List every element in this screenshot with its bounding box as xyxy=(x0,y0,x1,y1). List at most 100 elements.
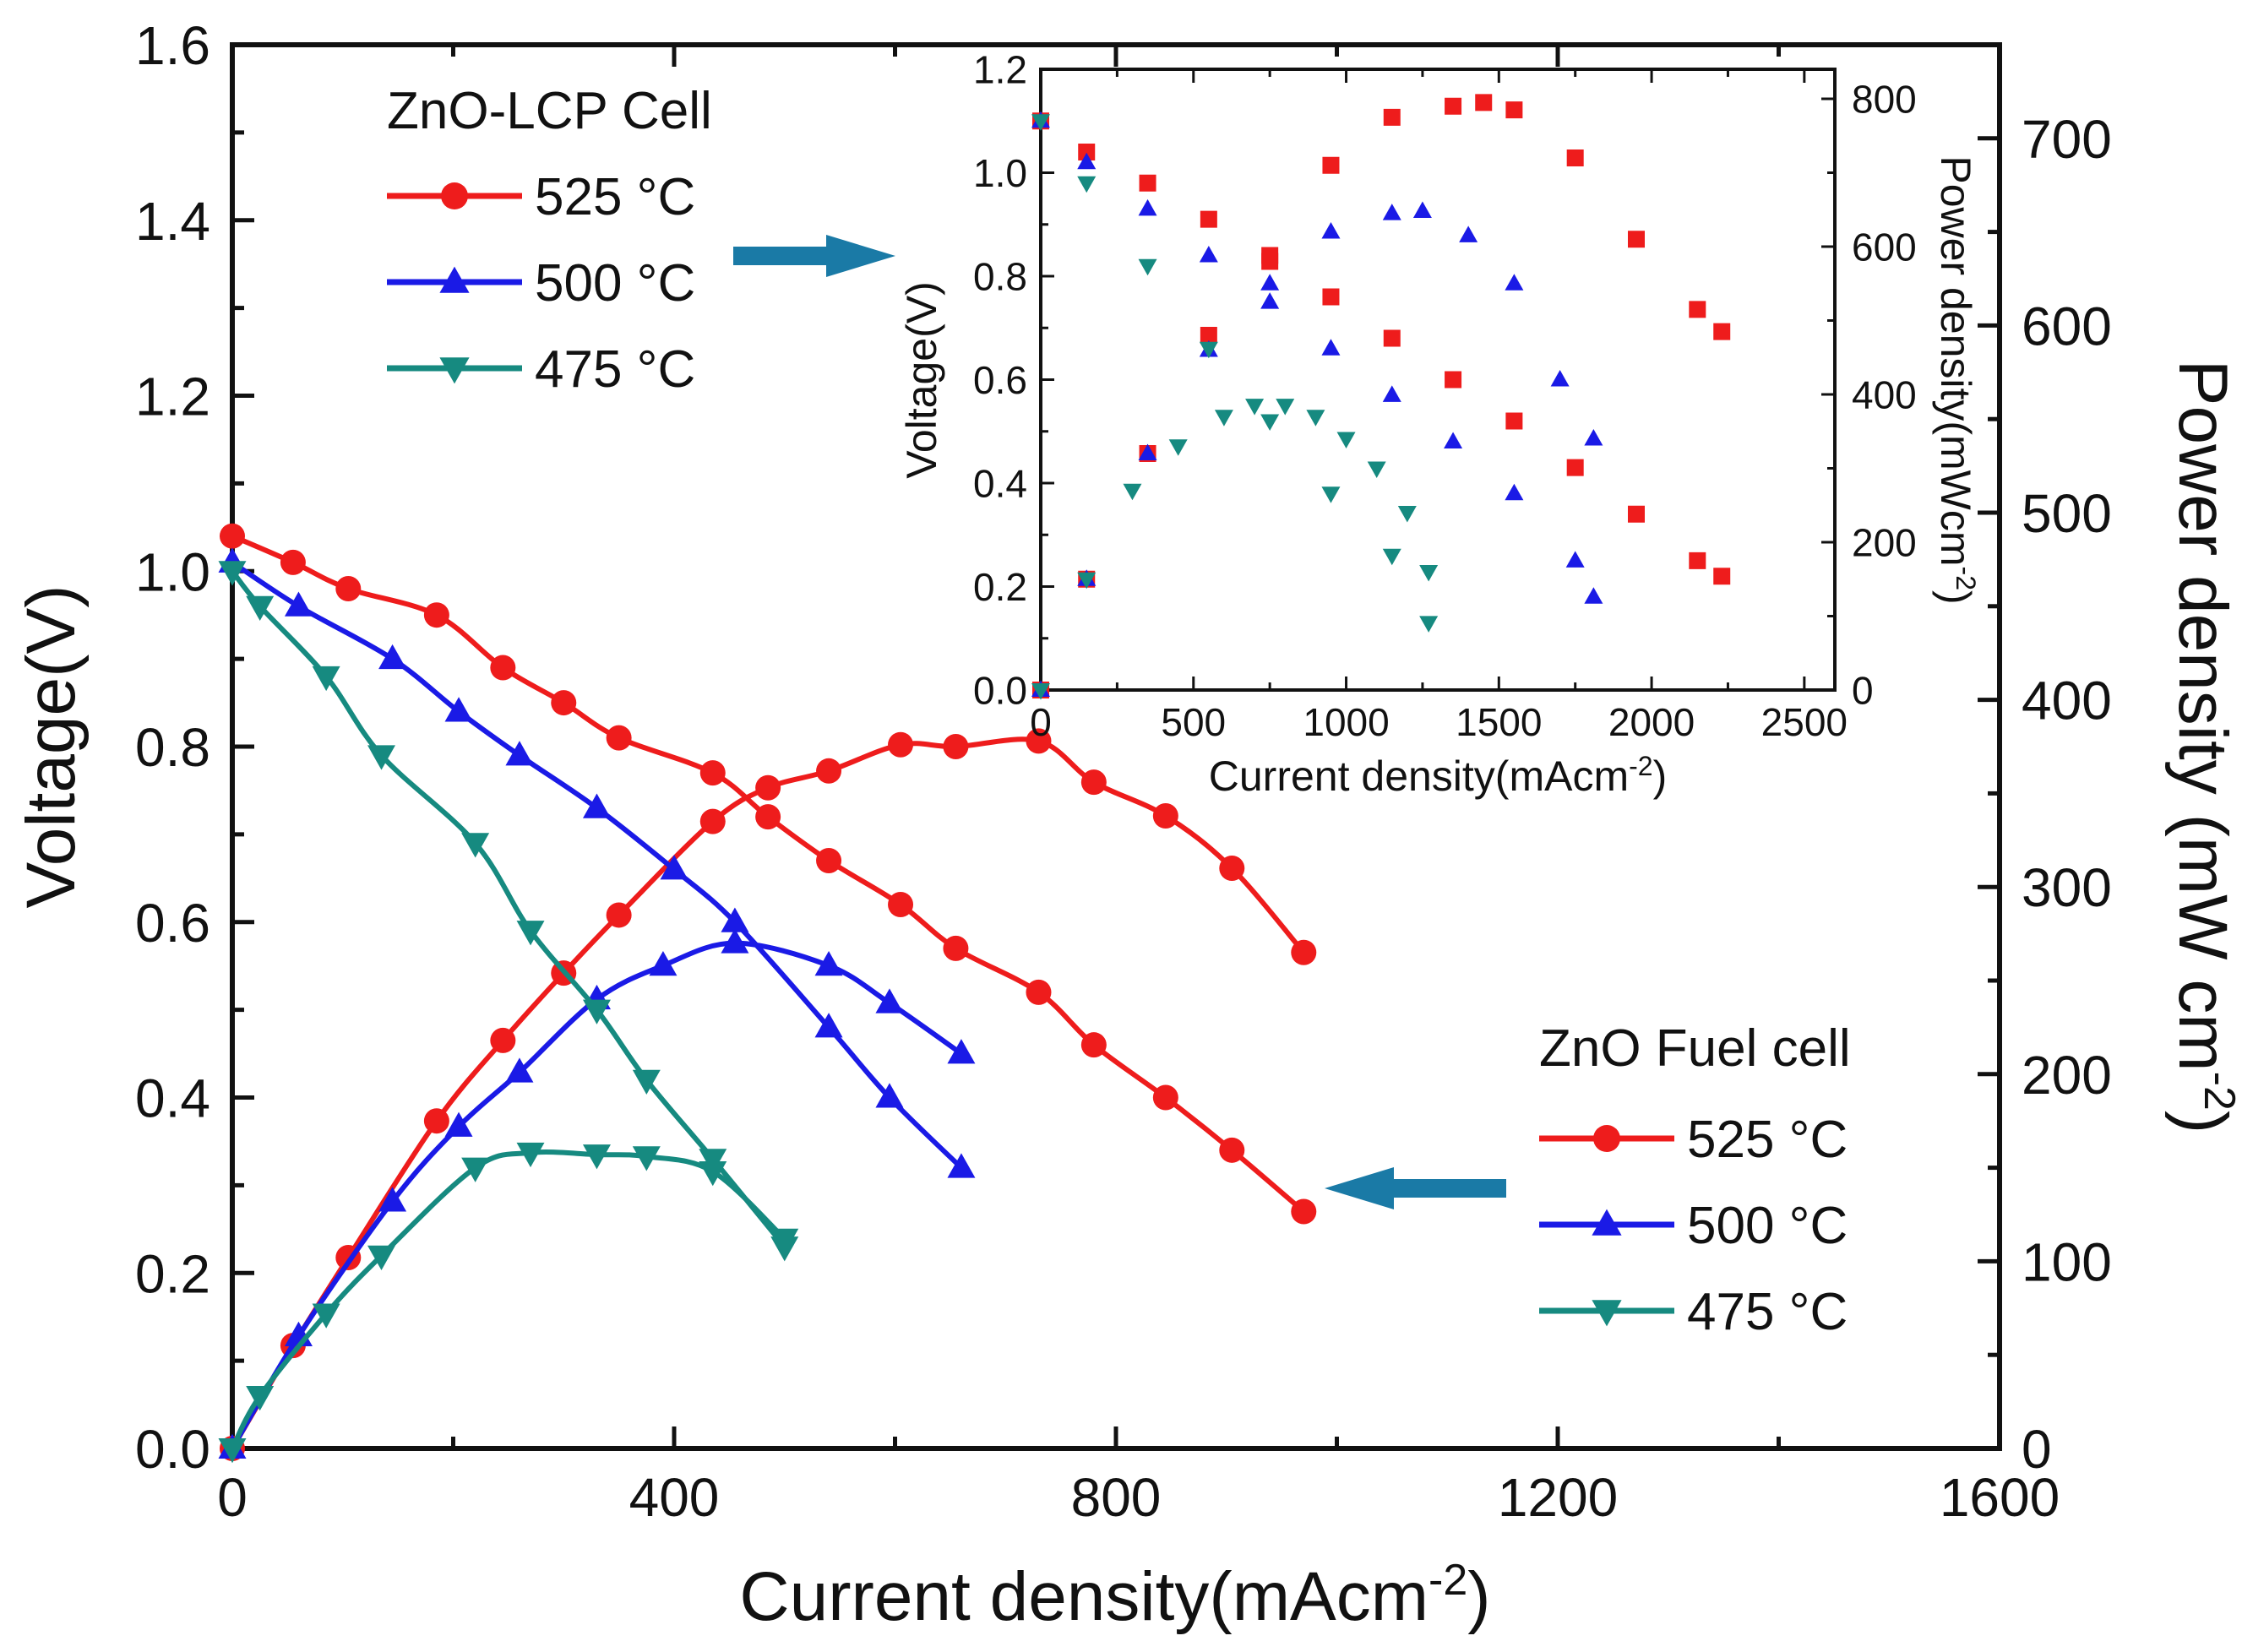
main-series-3-point xyxy=(649,951,678,976)
inset-series-2-point xyxy=(1444,432,1463,448)
inset-series-4-point xyxy=(1382,548,1401,566)
main-y2tick-label: 700 xyxy=(2022,109,2112,170)
inset-series-5-point xyxy=(1306,410,1325,427)
main-y2label-end: ) xyxy=(2164,1111,2241,1133)
main-xtick-label: 800 xyxy=(1071,1467,1162,1528)
inset-series-3-point xyxy=(1412,201,1432,218)
main-series-0-point xyxy=(220,523,245,549)
main-xtick-label: 400 xyxy=(629,1467,720,1528)
inset-series-4-point xyxy=(1260,414,1280,431)
inset-series-2-point xyxy=(1584,587,1603,604)
inset-series-2-point xyxy=(1199,246,1218,263)
main-series-5-point xyxy=(770,1228,799,1254)
inset-series-3-point xyxy=(1550,370,1570,387)
inset-legend-label-0: 525 °C xyxy=(535,168,695,226)
main-y2tick-label: 100 xyxy=(2022,1231,2112,1292)
inset-y2tick-label: 600 xyxy=(1852,226,1917,269)
main-legend-label-1: 500 °C xyxy=(1687,1197,1848,1255)
main-series-1-point xyxy=(1291,939,1317,965)
main-series-1-point xyxy=(1219,856,1245,882)
inset-series-0-point xyxy=(1689,552,1706,569)
inset-legend-marker-0 xyxy=(441,182,468,209)
inset-xlabel: Current density(mAcm-2) xyxy=(1209,751,1667,800)
inset-series-0-point xyxy=(1713,568,1731,585)
inset-series-3-point xyxy=(1260,274,1280,291)
inset-series-4-point xyxy=(1199,341,1218,359)
main-series-0-point xyxy=(1291,1198,1317,1225)
inset-series-4-point xyxy=(1321,486,1341,503)
inset-xtick-label: 500 xyxy=(1161,700,1226,744)
inset-series-3-point xyxy=(1138,443,1157,460)
main-ytick-label: 1.0 xyxy=(135,541,210,602)
main-series-0-point xyxy=(1152,1084,1178,1111)
inset-series-1-point xyxy=(1261,253,1279,270)
inset-legend-marker-2 xyxy=(439,357,470,384)
main-legend-marker-1 xyxy=(1592,1209,1622,1236)
inset-legend-label-2: 475 °C xyxy=(535,340,695,399)
main-series-line-4 xyxy=(230,568,787,1250)
main-series-3-point xyxy=(505,1057,534,1083)
inset-ylabel: Voltage(V) xyxy=(898,281,945,478)
main-series-2-point xyxy=(721,907,749,932)
main-series-3-point xyxy=(947,1039,976,1064)
main-y2tick-label: 200 xyxy=(2022,1045,2112,1106)
inset-series-0-point xyxy=(1200,210,1217,228)
main-series-0-point xyxy=(280,549,306,575)
arrow-to-main-curve-shaft xyxy=(1394,1179,1506,1198)
inset-series-1-point xyxy=(1322,156,1340,174)
inset-series-5-point xyxy=(1031,683,1050,700)
main-series-line-3 xyxy=(230,940,964,1451)
main-series-0-point xyxy=(1080,1032,1107,1058)
inset-series-2-point xyxy=(1260,292,1280,309)
main-y2tick-label: 0 xyxy=(2022,1419,2052,1480)
main-series-4-point xyxy=(461,833,490,858)
inset-axis-ticks: 0 500 1000 1500 2000 25000.00.20.40.60.81.01.… xyxy=(973,48,1917,744)
main-legend-label-2: 475 °C xyxy=(1687,1283,1848,1341)
main-xtick-label: 1200 xyxy=(1498,1467,1618,1528)
main-series-1-point xyxy=(1080,769,1107,796)
main-series-4-point xyxy=(699,1149,727,1174)
main-series-5-point xyxy=(632,1146,661,1171)
main-series-4-point xyxy=(582,999,611,1024)
main-legend-label-0: 525 °C xyxy=(1687,1111,1848,1169)
main-series-0-point xyxy=(888,891,914,917)
inset-series-3-point xyxy=(1382,204,1401,220)
main-ytick-label: 0.0 xyxy=(135,1419,210,1480)
inset-y2tick-label: 400 xyxy=(1852,373,1917,417)
main-y2tick-label: 400 xyxy=(2022,671,2112,731)
inset-series-5-point xyxy=(1397,506,1417,523)
main-series-2-point xyxy=(875,1083,904,1108)
inset-series-5-point xyxy=(1214,410,1233,427)
inset-legend-title: ZnO-LCP Cell xyxy=(387,82,712,140)
inset-xlabel-text: Current density(mAcm xyxy=(1209,753,1629,800)
inset-ytick-label: 0.8 xyxy=(973,255,1027,299)
inset-xtick-label: 2500 xyxy=(1761,700,1848,744)
inset-xtick-label: 1000 xyxy=(1303,700,1389,744)
inset-ytick-label: 0.0 xyxy=(973,669,1027,713)
inset-series-1-point xyxy=(1200,327,1217,344)
inset-series-5-point xyxy=(1276,399,1295,416)
main-xlabel: Current density(mAcm-2) xyxy=(739,1556,1490,1635)
inset-ytick-label: 0.2 xyxy=(973,565,1027,609)
main-series-1-point xyxy=(699,808,726,834)
inset-series-0-point xyxy=(1078,144,1096,160)
inset-series-4-point xyxy=(1077,176,1097,193)
main-xtick-label: 0 xyxy=(217,1467,248,1528)
main-ytick-label: 1.2 xyxy=(135,367,210,427)
main-series-2-point xyxy=(660,855,688,880)
inset-legend-marker-1 xyxy=(439,266,470,293)
main-series-line-2 xyxy=(230,559,964,1171)
main-y2tick-label: 600 xyxy=(2022,296,2112,356)
main-ytick-label: 0.6 xyxy=(135,893,210,954)
main-ytick-label: 1.6 xyxy=(135,15,210,76)
main-series-5-point xyxy=(312,1303,340,1329)
inset-series-0-point xyxy=(1445,371,1462,389)
main-xtick-label: 1600 xyxy=(1940,1467,2060,1528)
main-series-1-point xyxy=(816,758,842,784)
inset-series-5-point xyxy=(1419,565,1439,582)
main-series-line-5 xyxy=(230,1149,787,1451)
main-series-4-point xyxy=(246,595,275,622)
main-series-2-point xyxy=(814,1013,843,1038)
inset-series-3-point xyxy=(1505,274,1524,291)
